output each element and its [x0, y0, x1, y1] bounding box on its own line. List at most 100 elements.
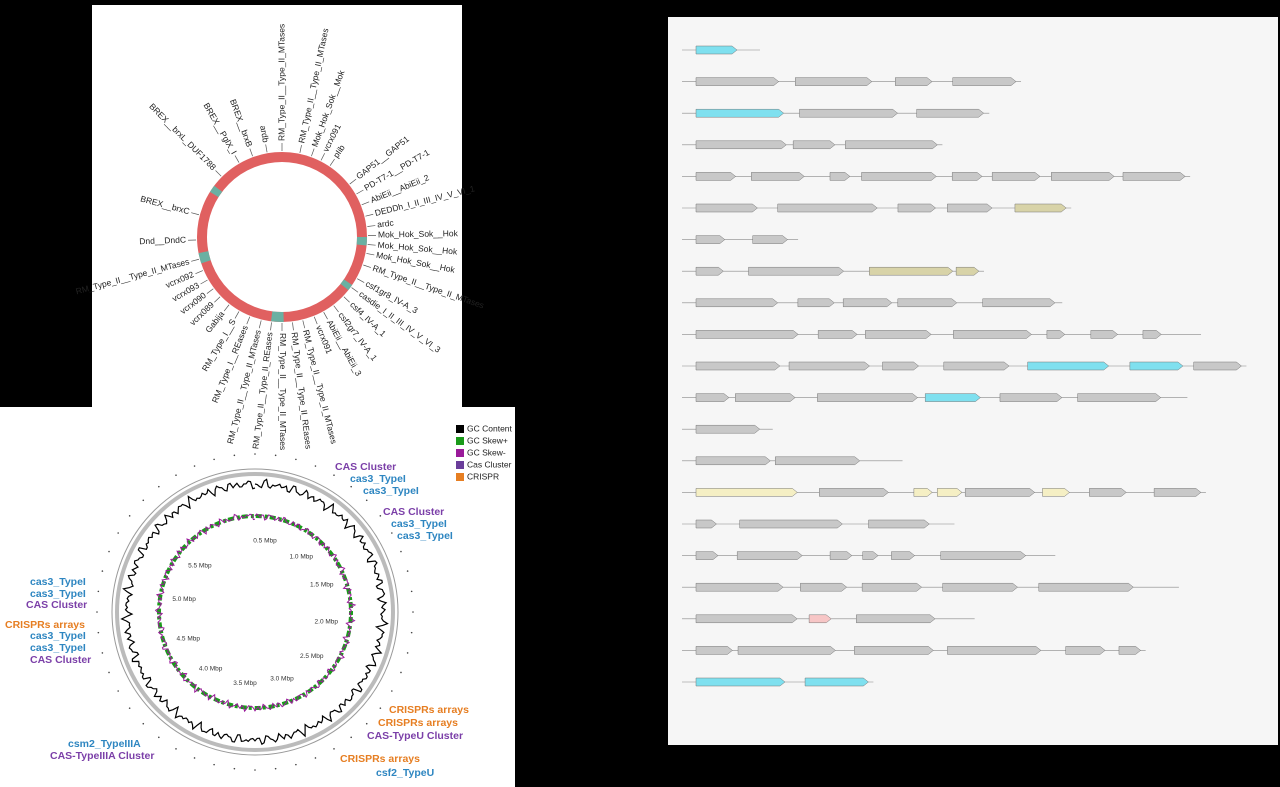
annotation: cas3_TypeI: [397, 530, 453, 542]
gene: [739, 519, 843, 529]
leader: [249, 148, 253, 157]
gene: [695, 203, 758, 213]
tick-dot: [400, 550, 402, 553]
mbp-label: 1.0 Mbp: [290, 554, 314, 561]
tick-dot: [314, 465, 317, 467]
tick-dot: [350, 485, 352, 488]
tick-dot: [365, 499, 368, 502]
tick-dot: [412, 611, 414, 613]
gene: [819, 488, 889, 497]
gene-label: RM_Type_II__Type_II_MTases: [278, 333, 288, 450]
leader: [333, 305, 339, 313]
gene: [751, 172, 805, 181]
legend-label: GC Content: [467, 423, 513, 433]
tick-dot: [158, 485, 160, 488]
annotation: CAS-TypeIIIA Cluster: [50, 750, 154, 762]
gene: [1153, 488, 1202, 497]
gene: [695, 172, 737, 181]
tick-dot: [142, 499, 145, 502]
gene: [964, 488, 1036, 497]
gene: [869, 266, 954, 276]
tick-dot: [193, 757, 196, 759]
legend-swatch: [456, 437, 464, 445]
leader: [299, 144, 302, 153]
leader: [363, 264, 371, 268]
annotation: CAS Cluster: [335, 461, 396, 473]
gene: [913, 488, 933, 497]
gene: [695, 45, 738, 55]
gc-skew: [154, 513, 357, 713]
defense-map-panel: [92, 5, 462, 407]
gene: [804, 677, 869, 687]
gene: [1142, 330, 1162, 339]
gene: [1027, 361, 1110, 371]
leader: [349, 178, 357, 185]
gene: [817, 393, 918, 402]
gene: [829, 172, 851, 181]
annotation: cas3_TypeI: [30, 576, 86, 588]
gene: [1122, 172, 1186, 181]
annotation: cas3_TypeI: [350, 473, 406, 485]
gene: [799, 108, 898, 118]
gene: [845, 140, 938, 150]
tick-dot: [193, 465, 196, 467]
tick-dot: [175, 748, 177, 750]
tick-dot: [108, 671, 110, 674]
gene: [695, 614, 798, 624]
legend-swatch: [456, 425, 464, 433]
annotation: cas3_TypeI: [30, 642, 86, 654]
gene: [695, 140, 787, 150]
gene-map-panel: [668, 17, 1278, 745]
gene: [695, 582, 784, 592]
gene: [695, 77, 780, 86]
mbp-label: 2.0 Mbp: [315, 619, 339, 626]
gene: [737, 646, 836, 655]
leader: [191, 258, 200, 262]
gene: [795, 77, 873, 86]
tick-dot: [213, 763, 215, 766]
mbp-label: 0.5 Mbp: [253, 537, 277, 544]
legend-swatch: [456, 449, 464, 457]
gene: [695, 424, 761, 434]
gene-rows: [682, 45, 1247, 687]
leader: [258, 320, 262, 329]
mbp-label: 1.5 Mbp: [310, 582, 334, 589]
gene: [940, 551, 1027, 560]
tick-dot: [128, 515, 131, 517]
genome-circle: 0.5 Mbp 1.0 Mbp 1.5 Mbp 2.0 Mbp 2.5 Mbp 3.0 M…: [5, 423, 513, 779]
tick-dot: [379, 707, 382, 709]
gene: [1014, 203, 1067, 213]
gene: [695, 235, 726, 244]
tick-dot: [333, 748, 335, 750]
tick-dot: [158, 736, 160, 739]
gene-label: Dnd__DndC: [139, 235, 186, 247]
gene: [868, 519, 930, 529]
mbp-label: 5.5 Mbp: [188, 562, 212, 569]
gene: [808, 614, 832, 624]
tick-dot: [117, 532, 119, 534]
gene: [695, 298, 779, 308]
tick-dot: [410, 590, 413, 593]
annotation: cas3_TypeI: [30, 630, 86, 642]
gene-label: Mok_Hok_Sok__Hok: [378, 228, 459, 239]
gene: [942, 582, 1018, 592]
gene: [865, 330, 932, 339]
gene: [695, 330, 799, 339]
tick-dot: [274, 454, 277, 457]
leader: [215, 170, 222, 177]
gene: [943, 361, 1010, 371]
gene: [955, 266, 980, 276]
gene: [924, 393, 981, 402]
gene: [817, 330, 858, 339]
leader: [191, 212, 200, 216]
annotation: CAS-TypeU Cluster: [367, 730, 463, 742]
leader: [206, 288, 214, 294]
gene: [897, 298, 958, 308]
tick-dot: [97, 590, 100, 593]
tick-dot: [254, 453, 256, 455]
mbp-label: 3.0 Mbp: [270, 675, 294, 682]
annotation: CRISPRs arrays: [340, 753, 420, 765]
gene: [856, 614, 936, 624]
gene: [1051, 172, 1115, 181]
tick-dot: [175, 474, 177, 476]
